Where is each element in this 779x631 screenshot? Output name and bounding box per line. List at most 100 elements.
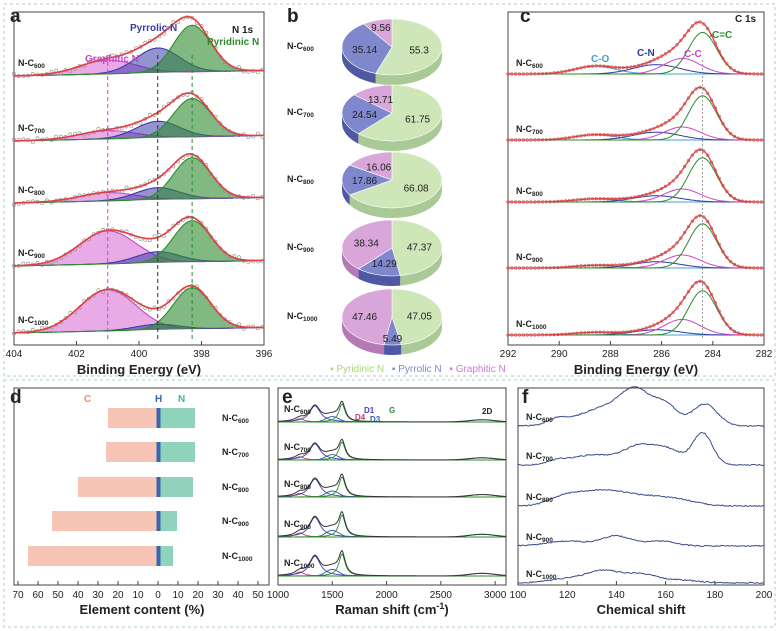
c1s-data-point xyxy=(725,127,729,131)
sample-label-e-1: N-C700 xyxy=(284,442,311,454)
legend-marker-graphitic: ▪ xyxy=(449,364,455,375)
pie-value-label-3-2: 38.34 xyxy=(354,239,379,250)
c1s-data-point xyxy=(686,29,691,33)
panel-letter-c: c xyxy=(520,6,531,27)
bar-n-0 xyxy=(158,408,195,428)
x-tick-label-f-1: 120 xyxy=(559,590,576,601)
sample-label-a-4: N-C1000 xyxy=(18,315,49,327)
sample-label-b-2: N-C800 xyxy=(287,174,314,186)
c1s-data-point xyxy=(679,236,683,240)
sample-label-a-3: N-C900 xyxy=(18,248,45,260)
c1s-data-point xyxy=(729,194,733,198)
c1s-points-0 xyxy=(506,20,764,76)
c1s-data-point xyxy=(706,286,710,290)
sample-label-d-1: N-C700 xyxy=(222,447,249,459)
c1s-data-point xyxy=(667,314,671,318)
n1s-envelope-0 xyxy=(14,15,264,77)
c1s-data-point xyxy=(725,189,729,193)
pie-slice-1-2 xyxy=(353,84,393,114)
pie-slice-2-2 xyxy=(349,151,393,181)
x-tick-label-d-7: 0 xyxy=(155,590,161,601)
c1s-data-point xyxy=(729,327,733,331)
c1s-data-point xyxy=(663,317,668,321)
raman-spectrum-0 xyxy=(277,400,507,423)
pie-side-0-1 xyxy=(342,47,376,84)
pie-legend-text: ▪ Pyridinic N ▪ Pyrrolic N ▪ Graphitic N xyxy=(330,364,506,375)
pie-value-label-4-1: 5.49 xyxy=(383,334,403,345)
x-tick-label-e-3: 2500 xyxy=(430,590,453,601)
x-tick-label-c-0: 292 xyxy=(500,349,517,360)
n1s-component-fill-3-2 xyxy=(14,220,264,266)
x-tick-label-d-0: 70 xyxy=(12,590,24,601)
c1s-data-point xyxy=(675,43,679,47)
panel-a-xlabel: Binding Energy (eV) xyxy=(77,362,201,377)
n1s-envelope-1 xyxy=(13,92,264,142)
panel-frames xyxy=(3,3,776,628)
c1s-data-point xyxy=(686,290,691,294)
bar-h-0 xyxy=(156,408,161,428)
c1s-data-point xyxy=(732,329,737,334)
sample-label-f-1: N-C700 xyxy=(526,451,553,463)
sample-label-c-2: N-C800 xyxy=(516,186,543,198)
pie-value-label-0-0: 55.3 xyxy=(409,46,429,57)
c1s-data-point xyxy=(725,62,729,66)
x-tick-label-c-5: 282 xyxy=(756,349,773,360)
c1s-data-point xyxy=(671,115,675,120)
panel-d-frame xyxy=(13,387,270,586)
n1s-component-fill-1-2 xyxy=(14,98,264,141)
c1s-data-point xyxy=(706,27,710,31)
panel-e-xlabel: Raman shift (cm-1) xyxy=(335,601,449,617)
c1s-data-point xyxy=(671,245,675,249)
pie-side-1-0 xyxy=(358,113,442,152)
bar-h-2 xyxy=(156,477,161,497)
x-tick-label-f-2: 140 xyxy=(608,590,625,601)
pie-value-label-1-1: 24.54 xyxy=(352,110,377,121)
sample-label-e-4: N-C1000 xyxy=(284,558,315,570)
band-label-g: G xyxy=(389,406,395,415)
legend-c: C xyxy=(84,394,91,405)
c1s-data-point xyxy=(729,66,733,70)
sample-label-e-0: N-C600 xyxy=(284,404,311,416)
c1s-data-point xyxy=(679,170,683,174)
c1s-data-point xyxy=(694,280,698,285)
n1s-component-fill-4-1 xyxy=(14,324,264,333)
c1s-data-point xyxy=(682,230,687,235)
pie-side-4-2 xyxy=(342,317,385,355)
pie-value-label-0-1: 35.14 xyxy=(352,45,377,56)
x-tick-label-e-1: 1500 xyxy=(321,590,344,601)
peak-label-graphitic-n: Graphitic N xyxy=(85,54,139,65)
c1s-data-point xyxy=(667,118,671,123)
panel-letter-d: d xyxy=(10,387,22,408)
bar-c-0 xyxy=(108,408,158,428)
raman-spectrum-1 xyxy=(277,438,507,461)
x-tick-label-c-3: 286 xyxy=(653,349,670,360)
c1s-data-point xyxy=(690,153,694,157)
nmr-spectrum-3 xyxy=(517,534,765,548)
n1s-component-fill-3-1 xyxy=(14,251,264,266)
bar-c-4 xyxy=(28,546,158,566)
pie-side-0-0 xyxy=(375,47,442,86)
band-label-2d: 2D xyxy=(482,407,492,416)
panel-letter-f: f xyxy=(522,387,529,408)
peak-label-c-c: C-C xyxy=(684,49,702,60)
n1s-data-point xyxy=(166,228,171,233)
x-tick-label-f-0: 100 xyxy=(510,590,527,601)
sample-label-c-3: N-C900 xyxy=(516,252,543,264)
panel-c-xps-c1s: C 1s N-C600 N-C700 N-C800 N-C900 N-C1000 C-O… xyxy=(500,11,773,377)
c1s-data-point xyxy=(706,219,710,223)
panel-letter-b: b xyxy=(287,6,299,27)
c1s-component-0-3 xyxy=(508,31,764,75)
c1s-data-point xyxy=(667,248,671,252)
n1s-envelope-4 xyxy=(14,284,264,334)
n1s-data-point xyxy=(176,95,181,100)
pie-value-label-0-2: 9.56 xyxy=(371,23,391,34)
c1s-data-point xyxy=(686,159,691,163)
panel-e-frame xyxy=(277,387,507,586)
x-tick-label-f-5: 200 xyxy=(756,590,773,601)
c1s-data-point xyxy=(686,96,691,100)
bar-n-2 xyxy=(158,477,193,497)
bar-h-1 xyxy=(156,442,161,462)
pie-value-label-3-1: 14.29 xyxy=(372,259,397,270)
panel-c-frame xyxy=(507,11,765,346)
